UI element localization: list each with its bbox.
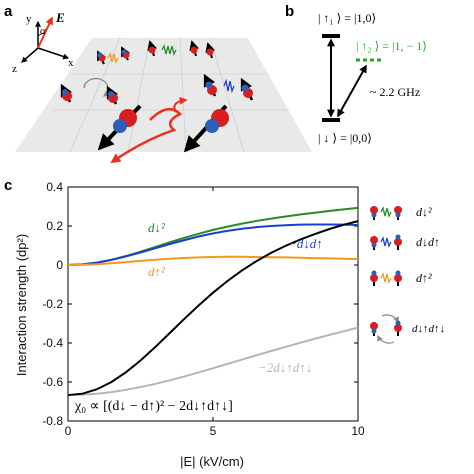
- y-tick-label: 0: [56, 258, 63, 272]
- series-line-1: [67, 223, 359, 266]
- label-d-down-sq: d↓²: [148, 220, 166, 235]
- plot-frame: [67, 186, 359, 422]
- side-legend-label: d↓²: [416, 205, 432, 219]
- molecule-large-pair: [97, 96, 229, 164]
- side-legend-label: d↑²: [416, 271, 432, 285]
- panel-label-a: a: [4, 3, 13, 20]
- molecule-small-2: [147, 40, 216, 59]
- molecule-small-1: [97, 46, 131, 65]
- side-legend: d↓² d↓d↑ d↑² d↓↑d↑↓: [370, 205, 445, 344]
- side-legend-item: d↓↑d↑↓: [370, 314, 445, 344]
- y-tick-label: 0.4: [46, 180, 63, 194]
- molecule-medium-1: [60, 77, 119, 105]
- y-tick-label: -0.6: [42, 375, 63, 389]
- series-line-2: [67, 255, 359, 266]
- x-tick-label: 0: [65, 424, 72, 438]
- transition-arrow-2: [337, 64, 367, 118]
- state-down-label: | ↓ ⟩ = |0,0⟩: [318, 131, 372, 145]
- x-tick-label: 5: [210, 424, 217, 438]
- formula-label: χ₀ ∝ [(d↓ − d↑)² − 2d↓↑d↑↓]: [74, 399, 233, 414]
- molecule-medium-2: [203, 73, 254, 101]
- y-tick-label: 0.2: [46, 219, 63, 233]
- label-d-up-sq: d↑²: [148, 264, 166, 279]
- panel-label-b: b: [285, 3, 294, 20]
- frequency-label: ~ 2.2 GHz: [370, 85, 420, 99]
- z-axis-label: z: [12, 63, 17, 75]
- y-axis-title: Interaction strength (dp²): [14, 234, 29, 376]
- field-label: E: [55, 10, 65, 25]
- panel-c: c -0.8 -0.6 -0.4 -0.2 0 0.2 0.4 0 5 10 |E| (kV/cm…: [4, 177, 365, 469]
- panel-a: a y z x α E: [4, 3, 312, 164]
- lattice-plane: [15, 38, 312, 152]
- panel-label-c: c: [4, 177, 12, 194]
- x-tick-label: 10: [351, 424, 365, 438]
- chart-area: -0.8 -0.6 -0.4 -0.2 0 0.2 0.4 0 5 10: [42, 180, 365, 438]
- y-tick-label: -0.8: [42, 414, 63, 428]
- state-up1-label: | ↑₁ ⟩ = |1,0⟩: [318, 11, 376, 25]
- y-tick-label: -0.2: [42, 297, 63, 311]
- side-legend-item: d↓d↑: [370, 234, 440, 250]
- side-legend-item: d↓²: [370, 205, 432, 220]
- side-legend-label: d↓d↑: [416, 235, 440, 249]
- side-legend-item: d↑²: [370, 270, 432, 286]
- side-legend-label: d↓↑d↑↓: [412, 323, 445, 335]
- alpha-label: α: [40, 25, 46, 37]
- series-line-4: [67, 220, 359, 397]
- x-axis-label: x: [68, 57, 74, 69]
- label-cross-term: −2d↓↑d↑↓: [258, 360, 312, 375]
- label-d-down-d-up: −d↓d↑: [288, 236, 323, 251]
- panel-b: b | ↑₁ ⟩ = |1,0⟩ | ↑₂ ⟩ = |1, − 1⟩ ~ 2.2…: [285, 3, 427, 145]
- state-up2-label: | ↑₂ ⟩ = |1, − 1⟩: [356, 39, 427, 53]
- y-axis-label: y: [26, 13, 32, 25]
- axes-triad: y z x α E: [12, 10, 74, 75]
- series-line-3: [67, 326, 359, 397]
- x-axis-title: |E| (kV/cm): [180, 454, 244, 469]
- y-tick-label: -0.4: [42, 336, 63, 350]
